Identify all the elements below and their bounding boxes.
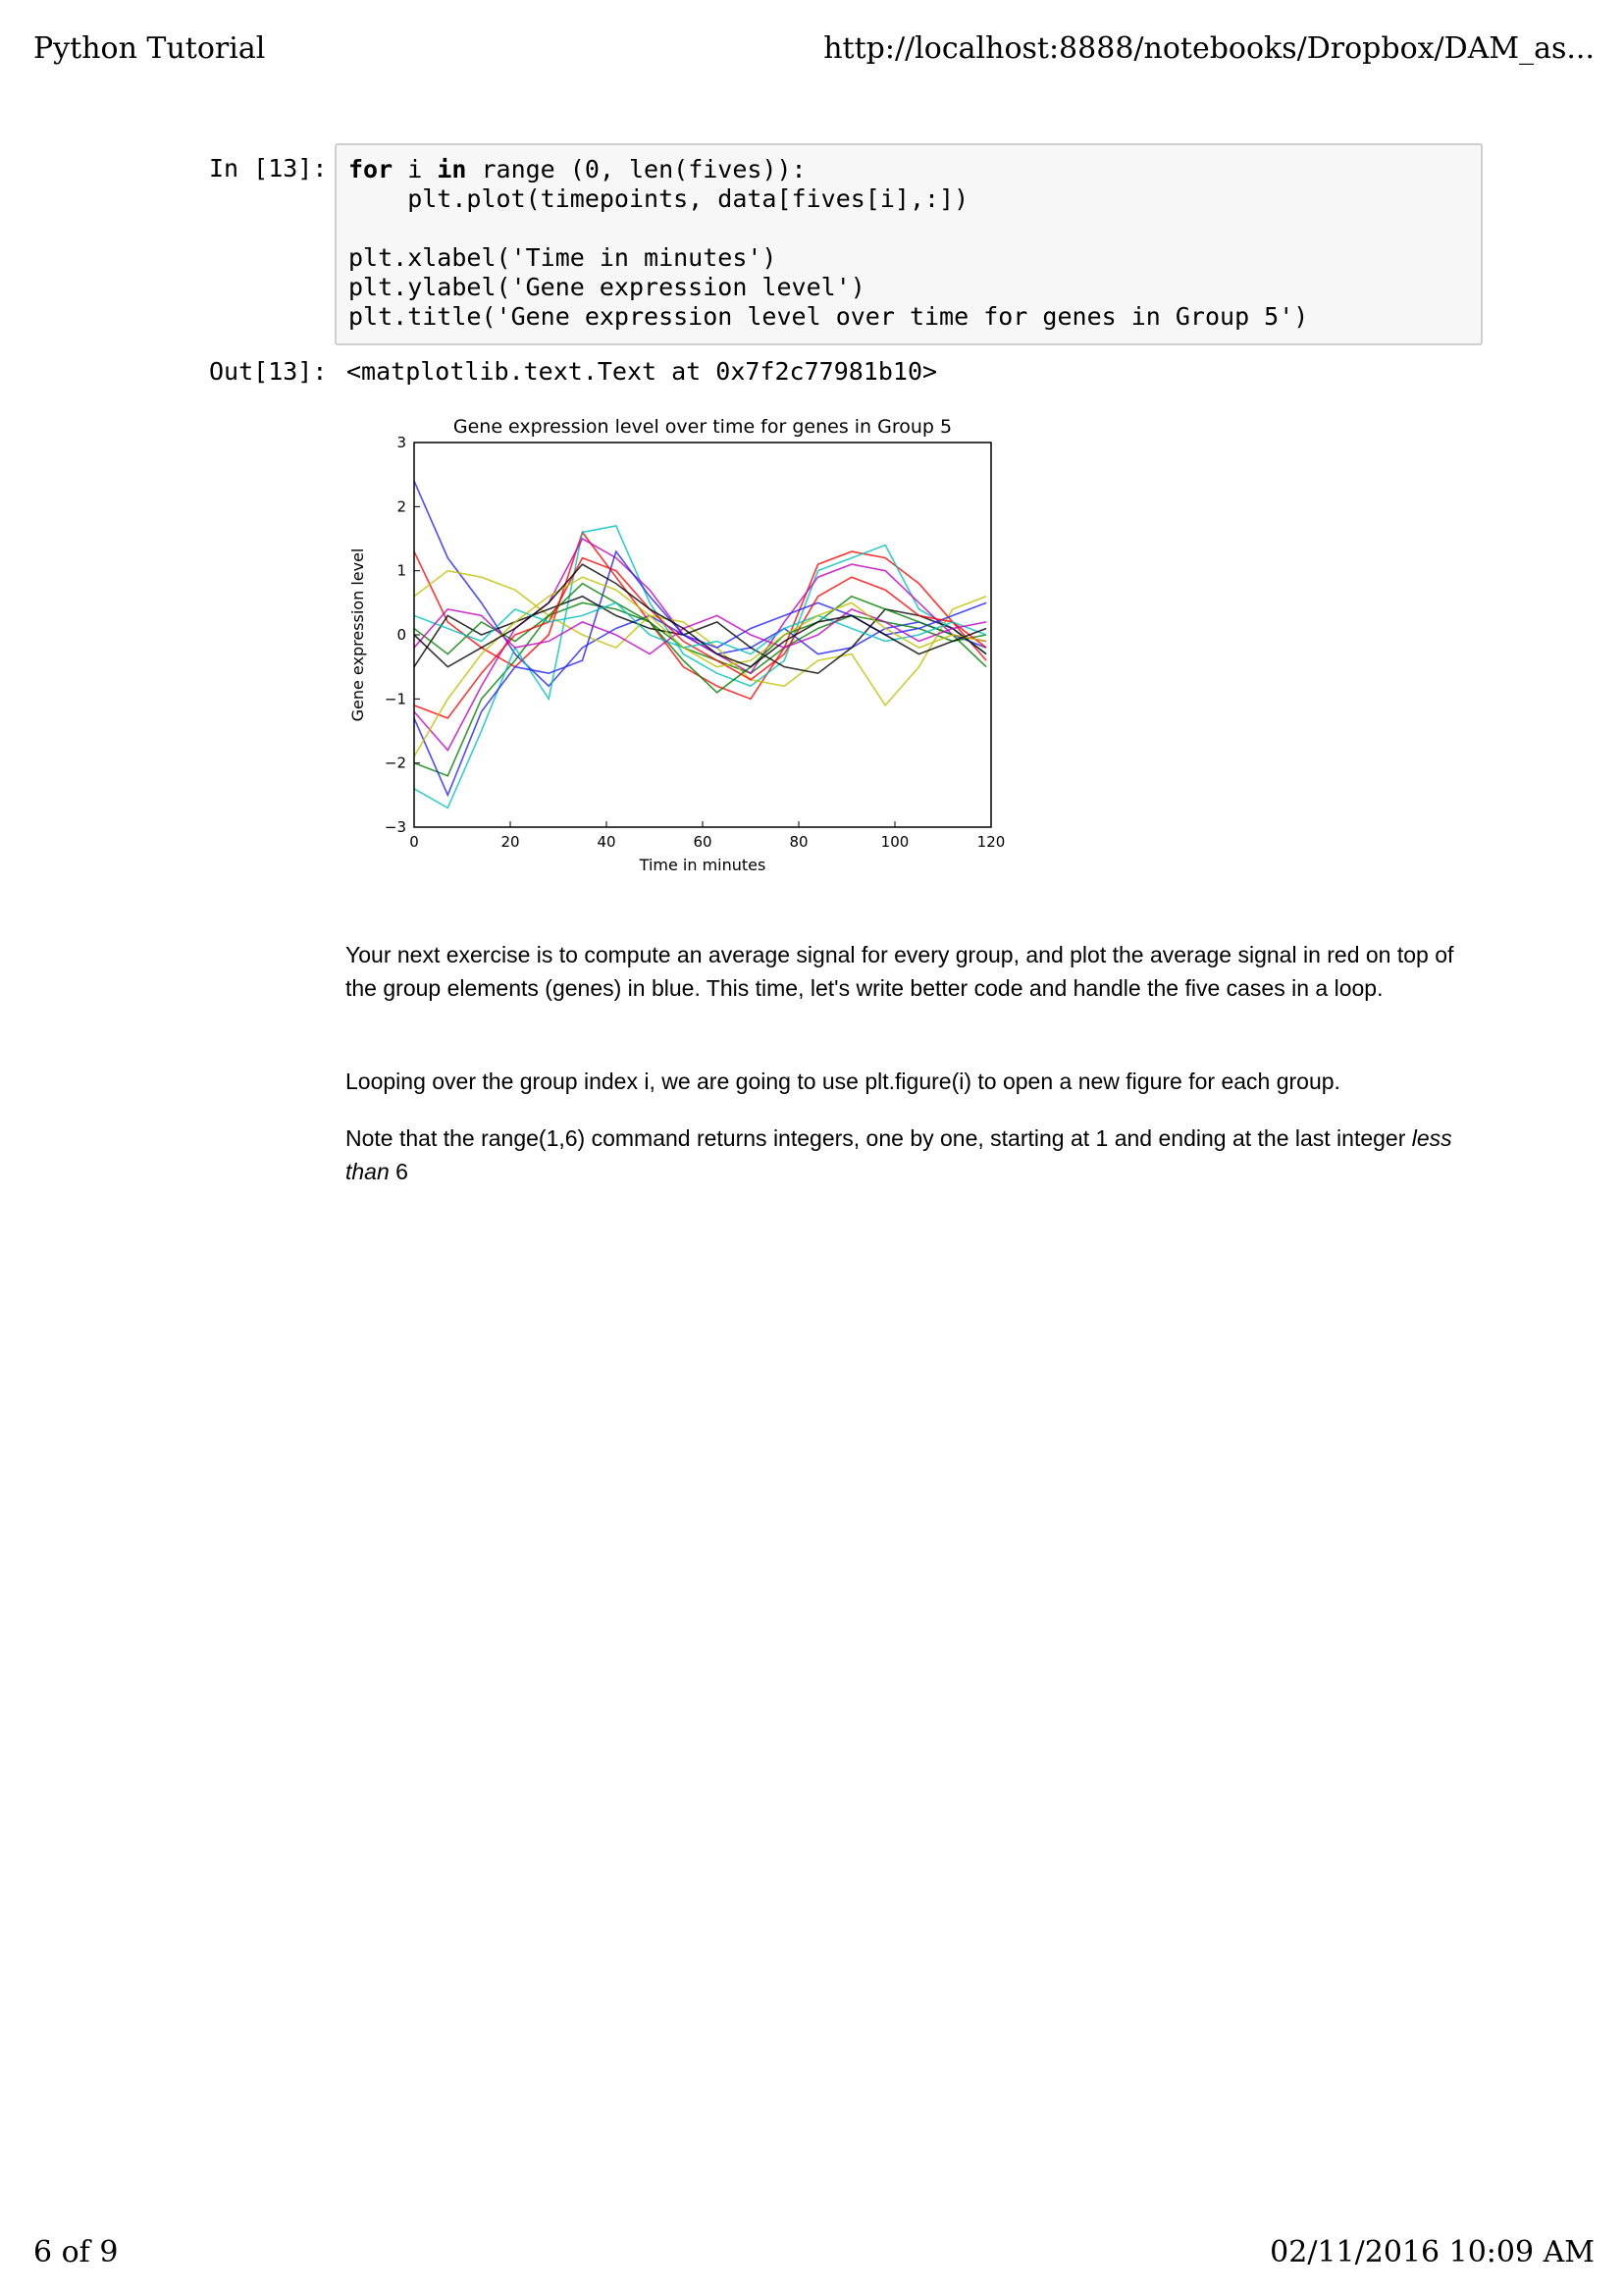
gene-series-line xyxy=(413,595,987,675)
output-text: <matplotlib.text.Text at 0x7f2c77981b10> xyxy=(346,357,938,386)
gene-series-line xyxy=(413,601,987,655)
gene-series-line xyxy=(413,549,987,798)
code-line: plt.title('Gene expression level over ti… xyxy=(348,302,1309,331)
gene-series-line xyxy=(413,582,987,694)
y-tick-label: −3 xyxy=(385,818,406,836)
x-tick-label: 20 xyxy=(500,833,519,851)
y-tick-label: 2 xyxy=(396,497,406,515)
x-tick-label: 40 xyxy=(597,833,615,851)
page-footer-count: 6 of 9 xyxy=(33,2235,119,2269)
y-tick-label: −2 xyxy=(385,755,406,772)
paragraph-exercise: Your next exercise is to compute an aver… xyxy=(345,942,1454,1001)
code-line: plt.plot(timepoints, data[fives[i],:]) xyxy=(348,184,969,213)
x-tick-label: 80 xyxy=(789,833,808,851)
line-chart: 0 20 40 60 80 100 120 −3 −2 −1 0 1 2 3 Gene expressio… xyxy=(343,407,1011,888)
gene-series-line xyxy=(413,601,987,777)
code-fragment: range (0, len(fives)): xyxy=(466,155,807,183)
code-keyword: in xyxy=(437,155,467,183)
code-fragment: i xyxy=(393,155,438,183)
y-tick-label: 3 xyxy=(396,434,406,451)
x-tick-label: 0 xyxy=(409,833,419,851)
y-tick-label: 0 xyxy=(396,626,406,644)
paragraph-loop: Looping over the group index i, we are g… xyxy=(345,1069,1340,1094)
chart-title: Gene expression level over time for gene… xyxy=(453,416,952,438)
code-text[interactable]: for i in range (0, len(fives)): plt.plot… xyxy=(337,145,1481,332)
gene-series-line xyxy=(413,576,987,757)
x-tick-label: 120 xyxy=(977,833,1006,851)
x-axis-label: Time in minutes xyxy=(639,856,766,874)
code-keyword: for xyxy=(348,155,393,183)
plot-lines xyxy=(413,480,987,809)
emphasis-text: less than xyxy=(345,1125,1452,1184)
output-prompt: Out[13]: xyxy=(209,357,328,386)
x-tick-label: 60 xyxy=(693,833,711,851)
code-line: plt.xlabel('Time in minutes') xyxy=(348,243,777,272)
x-tick-label: 100 xyxy=(881,833,910,851)
y-axis-label: Gene expression level xyxy=(348,548,367,722)
paragraph-range: Note that the range(1,6) command returns… xyxy=(345,1121,1484,1188)
axis-ticks: 0 20 40 60 80 100 120 −3 −2 −1 0 1 2 3 xyxy=(385,434,1005,851)
y-tick-label: −1 xyxy=(385,690,406,707)
gene-series-line xyxy=(413,563,987,668)
y-tick-label: 1 xyxy=(396,562,406,580)
input-prompt: In [13]: xyxy=(209,154,328,183)
gene-series-line xyxy=(413,525,987,809)
code-line: plt.ylabel('Gene expression level') xyxy=(348,273,865,301)
page-header-title: Python Tutorial xyxy=(33,31,266,66)
chart-svg: 0 20 40 60 80 100 120 −3 −2 −1 0 1 2 3 Gene expressio… xyxy=(348,416,1005,874)
paragraph-range-text: Note that the range(1,6) command returns… xyxy=(345,1125,1412,1151)
gene-series-line xyxy=(413,607,987,655)
paragraph-range-end: 6 xyxy=(389,1159,408,1184)
code-cell[interactable]: for i in range (0, len(fives)): plt.plot… xyxy=(335,143,1483,345)
page-header-url[interactable]: http://localhost:8888/notebooks/Dropbox/… xyxy=(823,31,1595,66)
page-footer-datetime: 02/11/2016 10:09 AM xyxy=(1270,2235,1595,2269)
gene-series-line xyxy=(413,569,987,707)
